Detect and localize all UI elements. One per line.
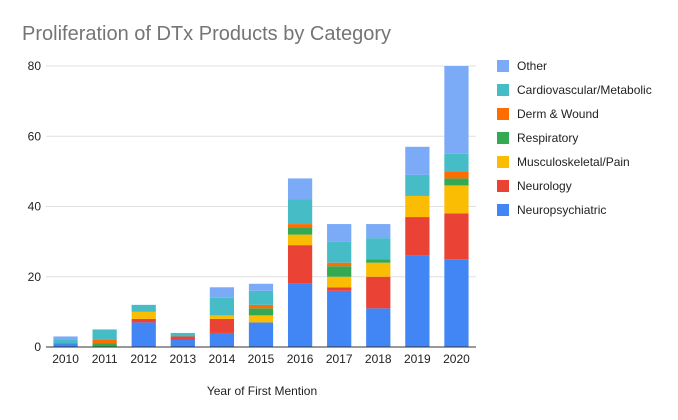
x-tick-label: 2010: [52, 352, 79, 366]
bar-segment: [366, 262, 391, 277]
bar-segment: [209, 332, 235, 347]
bar-segment: [287, 245, 313, 284]
bar-segment: [444, 178, 469, 186]
bar-segment: [327, 290, 352, 347]
bar-segment: [170, 336, 195, 340]
bar-segment: [53, 343, 78, 347]
bar-segment: [131, 322, 156, 347]
x-tick-label: 2013: [169, 352, 196, 366]
x-tick-label: 2011: [92, 352, 118, 366]
legend-label: Other: [517, 59, 547, 73]
legend-label: Neuropsychiatric: [517, 203, 606, 217]
bar-segment: [444, 153, 469, 172]
bar-segment: [327, 262, 352, 267]
legend-swatch: [497, 156, 509, 168]
bar-segment: [405, 146, 430, 175]
bar-segment: [53, 339, 78, 344]
bar-segment: [248, 304, 274, 309]
bar-segment: [327, 224, 352, 242]
bar-segment: [248, 290, 274, 305]
bar-segment: [366, 276, 391, 309]
x-tick-label: 2016: [287, 352, 314, 366]
bar-segment: [92, 339, 117, 344]
bar-segment: [170, 339, 195, 347]
bar-segment: [170, 332, 195, 337]
bar-segment: [209, 297, 235, 316]
bar-segment: [405, 174, 430, 196]
bar-segment: [248, 322, 274, 347]
bar-segment: [287, 234, 313, 246]
bar-segment: [366, 308, 391, 347]
gridlines: [46, 65, 476, 278]
legend-swatch: [497, 180, 509, 192]
x-tick-label: 2012: [130, 352, 157, 366]
legend-label: Respiratory: [517, 131, 578, 145]
legend-label: Neurology: [517, 179, 572, 193]
x-axis-ticks: 2010 2011 2012 2013 2014 2015 2016 2017 2018 2019…: [52, 352, 470, 366]
x-axis-title: Year of First Mention: [207, 384, 317, 398]
bar-segment: [209, 318, 235, 333]
bar-segment: [405, 255, 430, 347]
bar-segment: [131, 318, 156, 323]
x-tick-label: 2014: [209, 352, 236, 366]
bar-segment: [405, 217, 430, 256]
legend-swatch: [497, 60, 509, 72]
bars: [53, 66, 469, 347]
x-tick-label: 2017: [326, 352, 353, 366]
legend-swatch: [497, 108, 509, 120]
bar-segment: [327, 266, 352, 277]
bar-segment: [248, 315, 274, 323]
bar-segment: [53, 336, 78, 340]
bar-segment: [366, 224, 391, 239]
bar-segment: [327, 241, 352, 263]
bar-segment: [405, 195, 430, 218]
y-tick-label: 20: [28, 270, 42, 284]
legend-label: Derm & Wound: [517, 107, 599, 121]
legend-swatch: [497, 132, 509, 144]
bar-segment: [92, 329, 117, 340]
x-tick-label: 2020: [443, 352, 470, 366]
y-tick-label: 60: [28, 129, 42, 143]
y-axis-ticks: 0 20 40 60 80: [28, 59, 42, 354]
bar-segment: [131, 311, 156, 319]
bar-segment: [444, 213, 469, 260]
legend: Other Cardiovascular/Metabolic Derm & Woun…: [497, 59, 652, 217]
chart-title: Proliferation of DTx Products by Categor…: [22, 23, 391, 45]
bar-segment: [287, 178, 313, 200]
bar-segment: [287, 283, 313, 347]
bar-segment: [366, 259, 391, 263]
bar-segment: [248, 308, 274, 316]
y-tick-label: 80: [28, 59, 42, 73]
y-tick-label: 0: [34, 340, 41, 354]
y-tick-label: 40: [28, 200, 42, 214]
bar-segment: [92, 343, 117, 347]
bar-segment: [131, 304, 156, 312]
bar-segment: [444, 185, 469, 214]
bar-segment: [327, 287, 352, 291]
bar-segment: [248, 283, 274, 291]
x-tick-label: 2015: [248, 352, 275, 366]
bar-segment: [287, 227, 313, 235]
legend-label: Cardiovascular/Metabolic: [517, 83, 652, 97]
bar-segment: [327, 276, 352, 288]
bar-segment: [209, 287, 235, 298]
x-tick-label: 2018: [365, 352, 392, 366]
bar-segment: [366, 238, 391, 260]
bar-segment: [287, 224, 313, 228]
legend-swatch: [497, 204, 509, 216]
bar-segment: [444, 66, 469, 154]
legend-swatch: [497, 84, 509, 96]
x-tick-label: 2019: [404, 352, 431, 366]
bar-segment: [209, 315, 235, 319]
bar-segment: [287, 199, 313, 225]
legend-label: Musculoskeletal/Pain: [517, 155, 630, 169]
bar-segment: [444, 171, 469, 179]
bar-segment: [444, 259, 469, 347]
